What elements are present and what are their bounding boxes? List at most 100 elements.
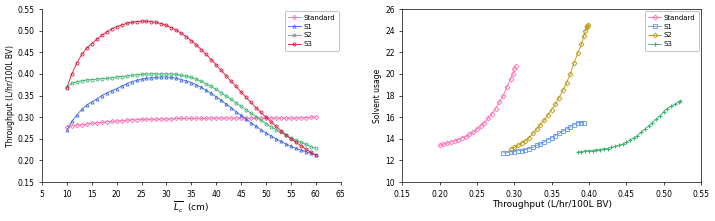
S3	[622, 141, 631, 143]
S3	[607, 146, 616, 149]
Standard	[63, 125, 72, 128]
S1	[137, 78, 146, 80]
Standard	[491, 107, 500, 110]
S3	[652, 118, 661, 121]
Standard	[242, 117, 250, 119]
S1	[573, 121, 582, 124]
Line: Standard: Standard	[65, 115, 317, 128]
S2	[525, 136, 533, 139]
S3	[674, 101, 683, 103]
S2	[528, 132, 537, 135]
S2	[518, 142, 526, 145]
S3	[611, 145, 619, 148]
Y-axis label: Throughput (L/hr/100L BV): Throughput (L/hr/100L BV)	[6, 45, 14, 147]
S1	[232, 110, 240, 113]
S1	[142, 77, 151, 80]
S2	[551, 103, 560, 105]
S1	[525, 147, 533, 150]
Standard	[439, 143, 448, 145]
Standard	[503, 86, 511, 88]
S3	[600, 147, 608, 150]
Standard	[435, 144, 444, 147]
Line: S1: S1	[65, 75, 317, 156]
S2	[579, 35, 588, 37]
S2	[543, 114, 552, 116]
S3	[585, 149, 593, 152]
Line: S1: S1	[501, 121, 586, 154]
Standard	[450, 140, 459, 142]
Standard	[476, 124, 485, 127]
Standard	[511, 65, 520, 68]
Standard	[461, 135, 470, 138]
S3	[63, 86, 72, 89]
S3	[637, 131, 646, 134]
Standard	[473, 128, 481, 130]
S3	[629, 136, 638, 139]
Standard	[469, 131, 478, 134]
S3	[588, 149, 597, 152]
S1	[551, 134, 560, 137]
Legend: Standard, S1, S2, S3: Standard, S1, S2, S3	[285, 11, 338, 51]
S2	[536, 123, 545, 126]
S2	[583, 26, 591, 29]
S3	[648, 121, 656, 124]
Standard	[454, 139, 463, 141]
S2	[307, 145, 315, 148]
Standard	[443, 142, 451, 145]
S3	[147, 20, 156, 23]
S3	[573, 151, 582, 153]
Standard	[447, 141, 455, 143]
S2	[521, 140, 530, 142]
S3	[247, 101, 255, 104]
S3	[307, 151, 315, 154]
S2	[583, 25, 592, 28]
S2	[584, 24, 593, 27]
S2	[247, 112, 255, 115]
S2	[533, 128, 541, 130]
S3	[676, 100, 684, 102]
S1	[536, 143, 545, 145]
S3	[137, 20, 146, 23]
S2	[147, 72, 156, 75]
S2	[137, 73, 146, 76]
S3	[641, 128, 649, 130]
S3	[644, 124, 653, 127]
S2	[540, 119, 548, 122]
S2	[581, 29, 589, 32]
S3	[577, 151, 586, 153]
S2	[232, 102, 240, 104]
S1	[533, 144, 541, 147]
S1	[566, 126, 575, 128]
S3	[659, 110, 668, 113]
Line: S2: S2	[509, 23, 590, 150]
S3	[596, 148, 604, 151]
S1	[157, 76, 166, 78]
S2	[142, 72, 151, 75]
Standard	[312, 115, 320, 118]
Standard	[508, 72, 517, 75]
S1	[63, 129, 72, 131]
S2	[63, 86, 72, 88]
S1	[514, 149, 523, 152]
S1	[117, 85, 126, 87]
Standard	[484, 117, 493, 120]
S2	[577, 42, 586, 45]
S1	[247, 122, 255, 124]
S3	[614, 144, 623, 147]
S2	[312, 147, 320, 150]
S3	[663, 107, 671, 110]
S3	[232, 85, 240, 88]
S3	[142, 20, 151, 23]
Standard	[227, 117, 235, 119]
Standard	[495, 101, 503, 103]
Line: S2: S2	[65, 72, 317, 150]
Standard	[499, 94, 508, 97]
Legend: Standard, S1, S2, S3: Standard, S1, S2, S3	[645, 11, 699, 51]
Line: Standard: Standard	[438, 65, 518, 147]
S2	[514, 144, 523, 147]
Standard	[117, 119, 126, 122]
S2	[555, 96, 563, 99]
S3	[618, 143, 627, 145]
Standard	[506, 78, 515, 81]
S1	[506, 151, 515, 153]
